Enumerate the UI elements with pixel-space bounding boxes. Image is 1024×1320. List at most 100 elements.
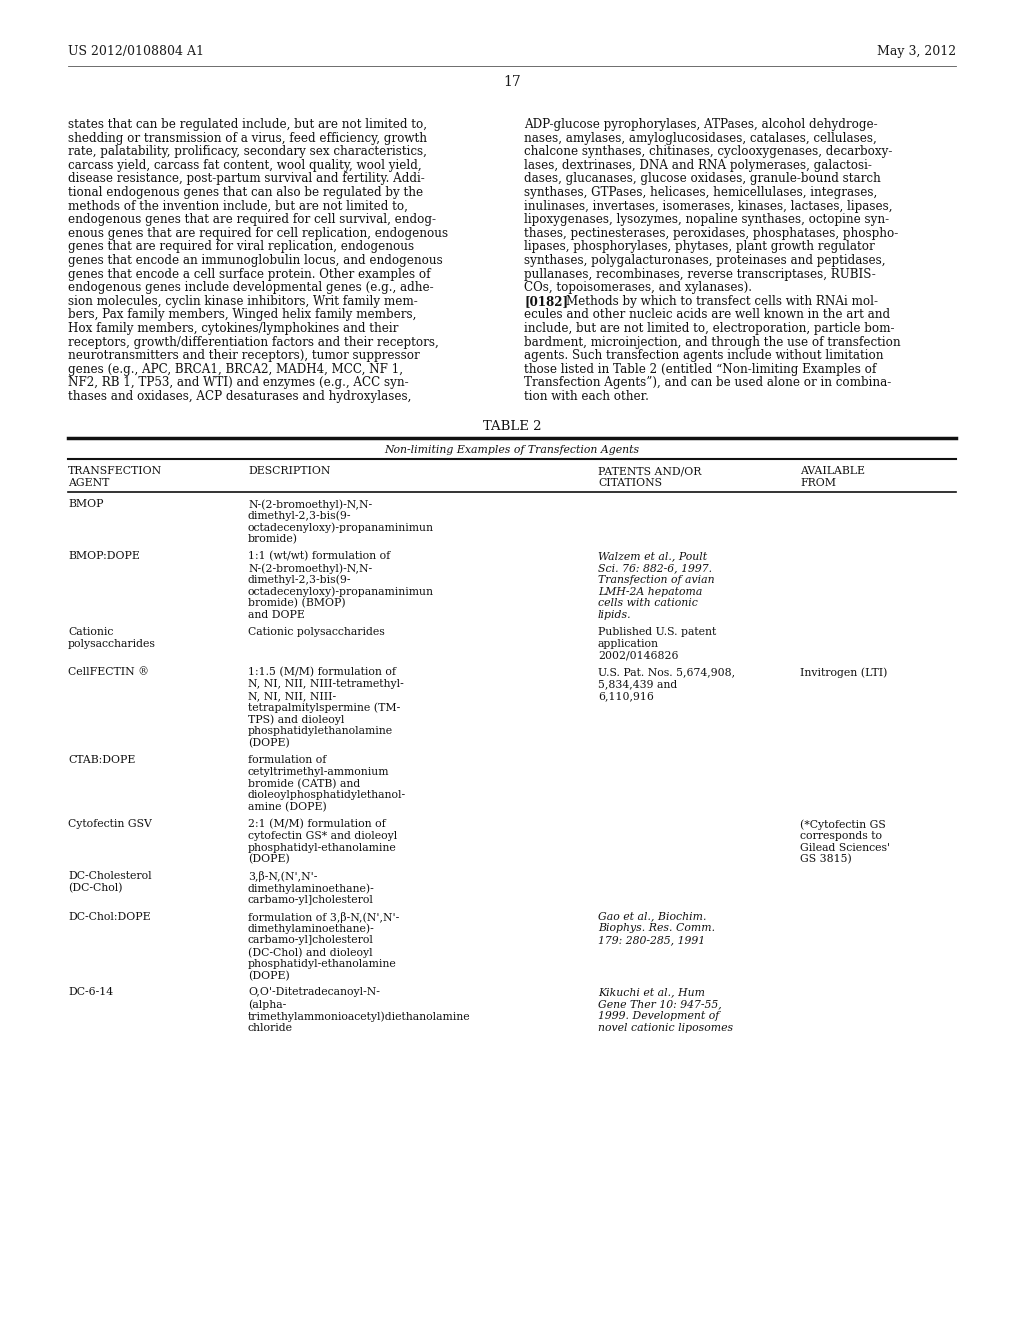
Text: BMOP:DOPE: BMOP:DOPE — [68, 552, 140, 561]
Text: Biophys. Res. Comm.: Biophys. Res. Comm. — [598, 924, 715, 933]
Text: GS 3815): GS 3815) — [800, 854, 852, 865]
Text: Cytofectin GSV: Cytofectin GSV — [68, 818, 152, 829]
Text: 1:1.5 (M/M) formulation of: 1:1.5 (M/M) formulation of — [248, 668, 396, 677]
Text: N, NI, NII, NIII-: N, NI, NII, NIII- — [248, 690, 336, 701]
Text: polysaccharides: polysaccharides — [68, 639, 156, 649]
Text: enous genes that are required for cell replication, endogenous: enous genes that are required for cell r… — [68, 227, 449, 240]
Text: 179: 280-285, 1991: 179: 280-285, 1991 — [598, 935, 706, 945]
Text: Published U.S. patent: Published U.S. patent — [598, 627, 716, 638]
Text: carcass yield, carcass fat content, wool quality, wool yield,: carcass yield, carcass fat content, wool… — [68, 158, 422, 172]
Text: thases and oxidases, ACP desaturases and hydroxylases,: thases and oxidases, ACP desaturases and… — [68, 389, 412, 403]
Text: synthases, GTPases, helicases, hemicellulases, integrases,: synthases, GTPases, helicases, hemicellu… — [524, 186, 878, 199]
Text: (*Cytofectin GS: (*Cytofectin GS — [800, 818, 886, 829]
Text: Methods by which to transfect cells with RNAi mol-: Methods by which to transfect cells with… — [566, 294, 878, 308]
Text: Kikuchi et al., Hum: Kikuchi et al., Hum — [598, 987, 705, 998]
Text: chloride: chloride — [248, 1023, 293, 1032]
Text: 2002/0146826: 2002/0146826 — [598, 651, 679, 660]
Text: (alpha-: (alpha- — [248, 999, 287, 1010]
Text: 3,β-N,(N',N'-: 3,β-N,(N',N'- — [248, 871, 317, 882]
Text: phosphatidyl-ethanolamine: phosphatidyl-ethanolamine — [248, 842, 396, 853]
Text: ADP-glucose pyrophorylases, ATPases, alcohol dehydroge-: ADP-glucose pyrophorylases, ATPases, alc… — [524, 117, 878, 131]
Text: neurotransmitters and their receptors), tumor suppressor: neurotransmitters and their receptors), … — [68, 350, 420, 362]
Text: Gao et al., Biochim.: Gao et al., Biochim. — [598, 912, 707, 921]
Text: cells with cationic: cells with cationic — [598, 598, 698, 609]
Text: dioleoylphosphatidylethanol-: dioleoylphosphatidylethanol- — [248, 791, 407, 800]
Text: genes that encode an immunoglobulin locus, and endogenous: genes that encode an immunoglobulin locu… — [68, 253, 442, 267]
Text: phosphatidyl-ethanolamine: phosphatidyl-ethanolamine — [248, 958, 396, 969]
Text: N, NI, NII, NIII-tetramethyl-: N, NI, NII, NIII-tetramethyl- — [248, 680, 403, 689]
Text: carbamo-yl]cholesterol: carbamo-yl]cholesterol — [248, 935, 374, 945]
Text: TRANSFECTION: TRANSFECTION — [68, 466, 162, 477]
Text: (DOPE): (DOPE) — [248, 970, 290, 981]
Text: 1999. Development of: 1999. Development of — [598, 1011, 719, 1020]
Text: DESCRIPTION: DESCRIPTION — [248, 466, 331, 477]
Text: (DC-Chol) and dioleoyl: (DC-Chol) and dioleoyl — [248, 946, 373, 957]
Text: lases, dextrinases, DNA and RNA polymerases, galactosi-: lases, dextrinases, DNA and RNA polymera… — [524, 158, 871, 172]
Text: Transfection of avian: Transfection of avian — [598, 574, 715, 585]
Text: LMH-2A hepatoma: LMH-2A hepatoma — [598, 586, 702, 597]
Text: BMOP: BMOP — [68, 499, 103, 510]
Text: disease resistance, post-partum survival and fertility. Addi-: disease resistance, post-partum survival… — [68, 173, 425, 185]
Text: DC-Chol:DOPE: DC-Chol:DOPE — [68, 912, 151, 921]
Text: tional endogenous genes that can also be regulated by the: tional endogenous genes that can also be… — [68, 186, 423, 199]
Text: 17: 17 — [503, 75, 521, 88]
Text: lipases, phosphorylases, phytases, plant growth regulator: lipases, phosphorylases, phytases, plant… — [524, 240, 874, 253]
Text: COs, topoisomerases, and xylanases).: COs, topoisomerases, and xylanases). — [524, 281, 752, 294]
Text: TABLE 2: TABLE 2 — [482, 420, 542, 433]
Text: and DOPE: and DOPE — [248, 610, 305, 620]
Text: CellFECTIN ®: CellFECTIN ® — [68, 668, 150, 677]
Text: AVAILABLE: AVAILABLE — [800, 466, 865, 477]
Text: shedding or transmission of a virus, feed efficiency, growth: shedding or transmission of a virus, fee… — [68, 132, 427, 145]
Text: CTAB:DOPE: CTAB:DOPE — [68, 755, 135, 766]
Text: US 2012/0108804 A1: US 2012/0108804 A1 — [68, 45, 204, 58]
Text: dimethylaminoethane)-: dimethylaminoethane)- — [248, 883, 375, 894]
Text: bromide) (BMOP): bromide) (BMOP) — [248, 598, 346, 609]
Text: Cationic polysaccharides: Cationic polysaccharides — [248, 627, 385, 638]
Text: inulinases, invertases, isomerases, kinases, lactases, lipases,: inulinases, invertases, isomerases, kina… — [524, 199, 893, 213]
Text: bers, Pax family members, Winged helix family members,: bers, Pax family members, Winged helix f… — [68, 309, 417, 321]
Text: lipids.: lipids. — [598, 610, 632, 620]
Text: chalcone synthases, chitinases, cyclooxygenases, decarboxy-: chalcone synthases, chitinases, cyclooxy… — [524, 145, 892, 158]
Text: genes (e.g., APC, BRCA1, BRCA2, MADH4, MCC, NF 1,: genes (e.g., APC, BRCA1, BRCA2, MADH4, M… — [68, 363, 403, 376]
Text: Gene Ther 10: 947-55,: Gene Ther 10: 947-55, — [598, 999, 722, 1010]
Text: genes that are required for viral replication, endogenous: genes that are required for viral replic… — [68, 240, 414, 253]
Text: cytofectin GS* and dioleoyl: cytofectin GS* and dioleoyl — [248, 830, 397, 841]
Text: NF2, RB 1, TP53, and WTI) and enzymes (e.g., ACC syn-: NF2, RB 1, TP53, and WTI) and enzymes (e… — [68, 376, 409, 389]
Text: tetrapalmitylspermine (TM-: tetrapalmitylspermine (TM- — [248, 702, 400, 713]
Text: FROM: FROM — [800, 478, 836, 488]
Text: formulation of 3,β-N,(N',N'-: formulation of 3,β-N,(N',N'- — [248, 912, 399, 923]
Text: tion with each other.: tion with each other. — [524, 389, 649, 403]
Text: states that can be regulated include, but are not limited to,: states that can be regulated include, bu… — [68, 117, 427, 131]
Text: cetyltrimethyl-ammonium: cetyltrimethyl-ammonium — [248, 767, 389, 776]
Text: genes that encode a cell surface protein. Other examples of: genes that encode a cell surface protein… — [68, 268, 431, 281]
Text: [0182]: [0182] — [524, 294, 568, 308]
Text: formulation of: formulation of — [248, 755, 327, 766]
Text: N-(2-bromoethyl)-N,N-: N-(2-bromoethyl)-N,N- — [248, 499, 372, 510]
Text: include, but are not limited to, electroporation, particle bom-: include, but are not limited to, electro… — [524, 322, 895, 335]
Text: dimethyl-2,3-bis(9-: dimethyl-2,3-bis(9- — [248, 574, 351, 585]
Text: lipoxygenases, lysozymes, nopaline synthases, octopine syn-: lipoxygenases, lysozymes, nopaline synth… — [524, 214, 889, 226]
Text: DC-Cholesterol: DC-Cholesterol — [68, 871, 152, 882]
Text: ecules and other nucleic acids are well known in the art and: ecules and other nucleic acids are well … — [524, 309, 890, 321]
Text: nases, amylases, amyloglucosidases, catalases, cellulases,: nases, amylases, amyloglucosidases, cata… — [524, 132, 877, 145]
Text: pullanases, recombinases, reverse transcriptases, RUBIS-: pullanases, recombinases, reverse transc… — [524, 268, 876, 281]
Text: Gilead Sciences': Gilead Sciences' — [800, 842, 890, 853]
Text: thases, pectinesterases, peroxidases, phosphatases, phospho-: thases, pectinesterases, peroxidases, ph… — [524, 227, 898, 240]
Text: dimethyl-2,3-bis(9-: dimethyl-2,3-bis(9- — [248, 511, 351, 521]
Text: sion molecules, cyclin kinase inhibitors, Writ family mem-: sion molecules, cyclin kinase inhibitors… — [68, 294, 418, 308]
Text: CITATIONS: CITATIONS — [598, 478, 662, 488]
Text: endogenous genes include developmental genes (e.g., adhe-: endogenous genes include developmental g… — [68, 281, 433, 294]
Text: DC-6-14: DC-6-14 — [68, 987, 113, 998]
Text: Non-limiting Examples of Transfection Agents: Non-limiting Examples of Transfection Ag… — [384, 445, 640, 455]
Text: (DC-Chol): (DC-Chol) — [68, 883, 123, 894]
Text: May 3, 2012: May 3, 2012 — [877, 45, 956, 58]
Text: trimethylammonioacetyl)diethanolamine: trimethylammonioacetyl)diethanolamine — [248, 1011, 471, 1022]
Text: 6,110,916: 6,110,916 — [598, 690, 654, 701]
Text: carbamo-yl]cholesterol: carbamo-yl]cholesterol — [248, 895, 374, 904]
Text: (DOPE): (DOPE) — [248, 854, 290, 865]
Text: application: application — [598, 639, 659, 649]
Text: 5,834,439 and: 5,834,439 and — [598, 680, 677, 689]
Text: PATENTS AND/OR: PATENTS AND/OR — [598, 466, 701, 477]
Text: bardment, microinjection, and through the use of transfection: bardment, microinjection, and through th… — [524, 335, 901, 348]
Text: Transfection Agents”), and can be used alone or in combina-: Transfection Agents”), and can be used a… — [524, 376, 891, 389]
